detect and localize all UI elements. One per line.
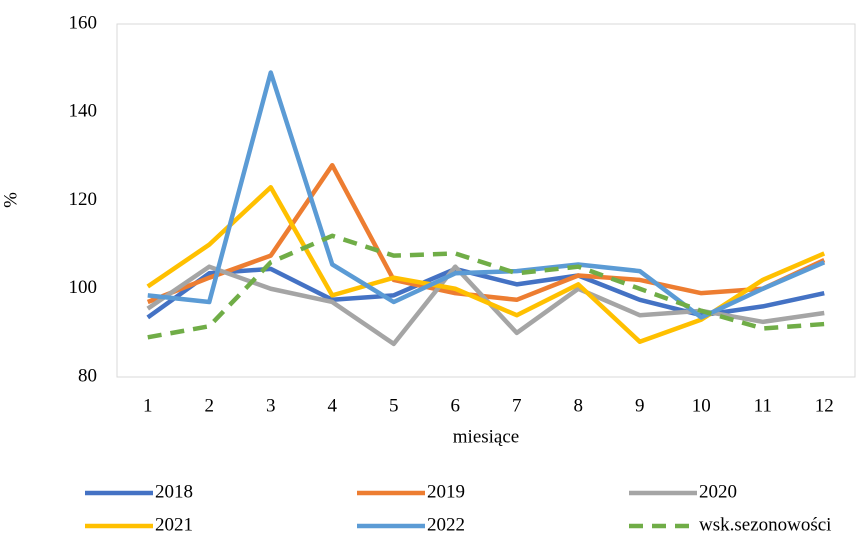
legend-label: wsk.sezonowości xyxy=(699,514,831,535)
legend-label: 2021 xyxy=(155,514,193,535)
x-tick-label: 10 xyxy=(692,395,711,416)
x-tick-label: 3 xyxy=(266,395,276,416)
x-tick-label: 1 xyxy=(143,395,153,416)
x-tick-label: 2 xyxy=(205,395,215,416)
x-tick-label: 5 xyxy=(389,395,399,416)
series-line xyxy=(146,162,826,305)
x-tick-label: 9 xyxy=(635,395,645,416)
legend-label: 2019 xyxy=(427,481,465,502)
y-tick-label: 160 xyxy=(69,12,98,33)
x-tick-label: 6 xyxy=(451,395,461,416)
y-axis-label: % xyxy=(0,192,21,208)
legend-label: 2020 xyxy=(699,481,737,502)
x-tick-label: 4 xyxy=(328,395,338,416)
legend-label: 2022 xyxy=(427,514,465,535)
x-axis-label: miesiące xyxy=(453,426,519,447)
legend-label: 2018 xyxy=(155,481,193,502)
y-tick-label: 120 xyxy=(69,189,98,210)
x-tick-label: 11 xyxy=(754,395,772,416)
x-tick-label: 7 xyxy=(512,395,522,416)
y-tick-label: 140 xyxy=(69,101,98,122)
x-tick-label: 12 xyxy=(815,395,834,416)
y-tick-label: 100 xyxy=(69,277,98,298)
x-tick-label: 8 xyxy=(574,395,584,416)
series-line xyxy=(147,233,825,340)
y-tick-label: 80 xyxy=(78,365,97,386)
